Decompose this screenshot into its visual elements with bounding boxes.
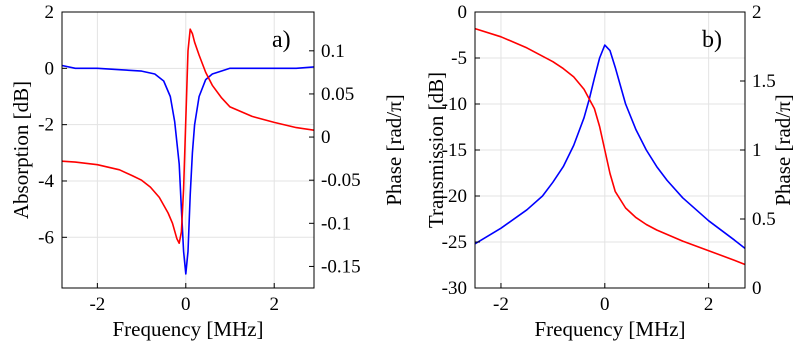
- y-axis-label: Transmission [dB]: [424, 72, 448, 228]
- x-tick-label: 2: [704, 294, 714, 315]
- chart-b: -2 0 2-30-25-20-15-10-5000.511.52Frequency…: [424, 2, 795, 341]
- y-right-tick-label: 0: [321, 127, 331, 148]
- x-tick-label: 0: [181, 294, 191, 315]
- panel-label: a): [272, 27, 291, 53]
- y-axis-label: Absorption [dB]: [9, 81, 33, 219]
- y-right-axis-label: Phase [rad/π]: [382, 94, 406, 205]
- y-right-tick-label: 0: [752, 278, 762, 299]
- chart-a: -2 0 2 -6 -4 -2 0 2 -0.15 -0.1 -0.05 0 0.05 0.1 Freque…: [9, 2, 406, 341]
- y-tick-label: -10: [442, 94, 467, 115]
- y-right-tick-label: 0.1: [321, 41, 345, 62]
- y-tick-label: -2: [38, 115, 54, 136]
- y-right-tick-label: -0.15: [321, 256, 361, 277]
- y-tick-label: -5: [451, 48, 467, 69]
- panel-label: b): [702, 27, 722, 53]
- y-right-axis-label: Phase [rad/π]: [771, 94, 795, 205]
- y-right-tick-label: 0.5: [752, 209, 776, 230]
- x-tick-label: -2: [89, 294, 105, 315]
- y-right-tick-label: 1: [752, 140, 762, 161]
- y-right-tick-label: 1.5: [752, 71, 776, 92]
- x-axis-label: Frequency [MHz]: [112, 317, 263, 341]
- y-right-tick-label: -0.1: [321, 213, 351, 234]
- series-line-left-axis: [474, 44, 746, 250]
- y-right-tick-label: 2: [752, 2, 762, 23]
- y-right-tick-label: 0.05: [321, 84, 354, 105]
- x-tick-label: 0: [600, 294, 610, 315]
- y-tick-label: 0: [45, 58, 55, 79]
- y-tick-label: 2: [45, 2, 55, 23]
- plot-frame: [61, 11, 315, 289]
- y-tick-label: -15: [442, 140, 467, 161]
- series-line-right-axis: [474, 27, 746, 266]
- x-axis-label: Frequency [MHz]: [534, 317, 685, 341]
- y-tick-label: -30: [442, 278, 467, 299]
- x-tick-label: 2: [269, 294, 279, 315]
- y-tick-label: -25: [442, 232, 467, 253]
- y-tick-label: -20: [442, 186, 467, 207]
- y-tick-label: -6: [38, 227, 54, 248]
- y-tick-label: 0: [458, 2, 468, 23]
- series-line-right-axis: [61, 28, 315, 244]
- y-tick-label: -4: [38, 171, 54, 192]
- series-line-left-axis: [61, 64, 315, 275]
- x-tick-label: -2: [493, 294, 509, 315]
- y-right-tick-label: -0.05: [321, 170, 361, 191]
